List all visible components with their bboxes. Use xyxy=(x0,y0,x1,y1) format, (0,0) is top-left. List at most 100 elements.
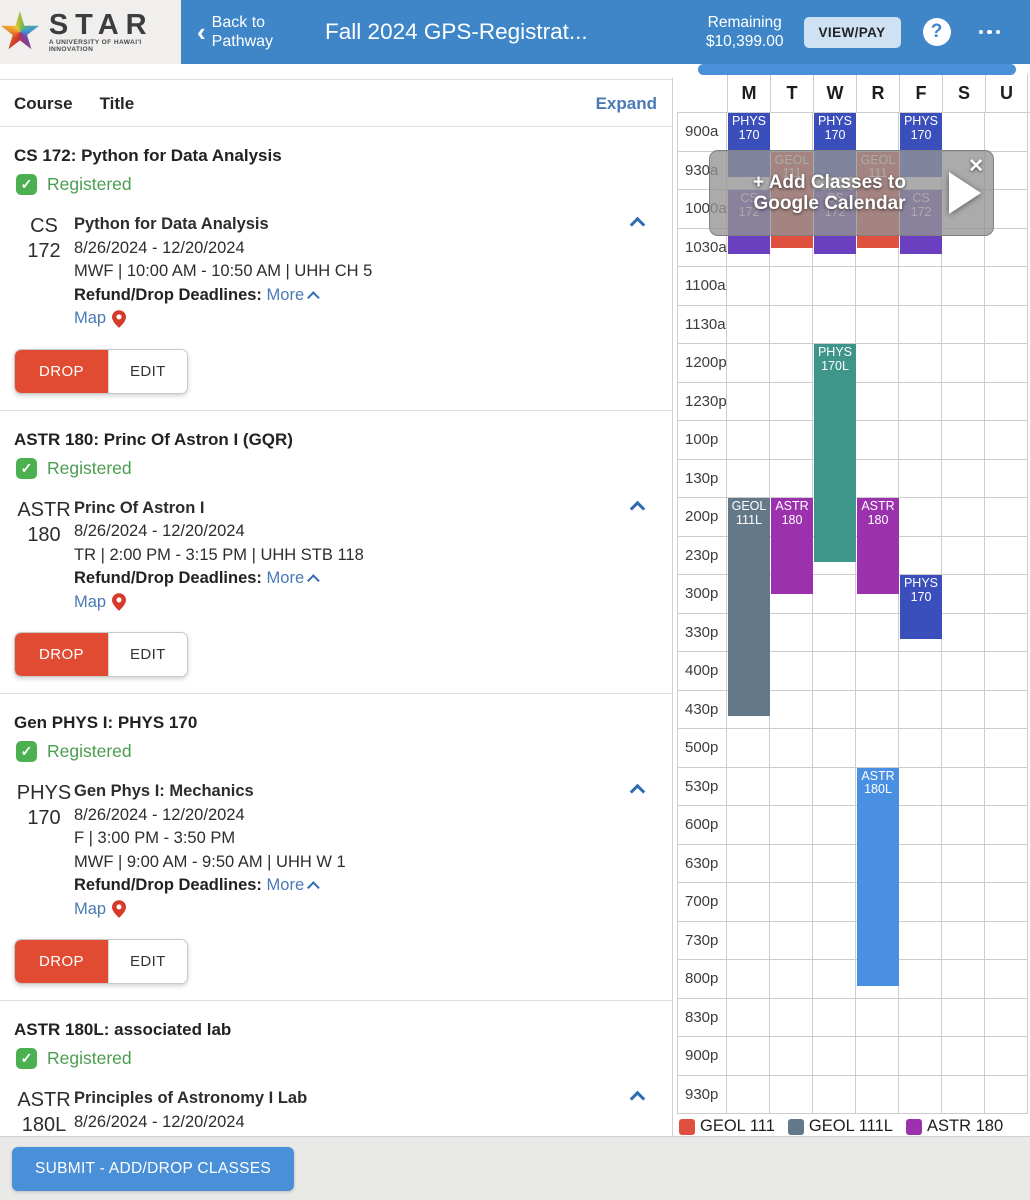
panel-top-divider xyxy=(0,79,673,80)
calendar-cell xyxy=(942,960,985,999)
more-link[interactable]: More xyxy=(266,569,305,587)
gcal-overlay-line2: Google Calendar xyxy=(753,193,906,214)
gcal-overlay-line1: + Add Classes to xyxy=(753,172,906,193)
time-label: 900a xyxy=(677,113,727,152)
more-options-icon[interactable] xyxy=(978,29,1000,35)
class-block-astr-180l[interactable]: ASTR 180L xyxy=(857,767,899,986)
map-link[interactable]: Map xyxy=(74,898,615,922)
calendar-cell xyxy=(942,883,985,922)
calendar-row: 800p xyxy=(677,960,1030,999)
calendar-cell xyxy=(899,382,942,421)
back-to-pathway-link[interactable]: ‹ Back to Pathway xyxy=(197,13,273,51)
calendar-cell xyxy=(942,998,985,1037)
course-meeting: MWF | 10:00 AM - 10:50 AM | UHH CH 5 xyxy=(74,262,373,280)
calendar-cell xyxy=(727,806,770,845)
edit-button[interactable]: EDIT xyxy=(107,349,187,393)
edit-button[interactable]: EDIT xyxy=(107,633,187,676)
block-course: ASTR xyxy=(775,499,809,513)
time-label: 1130a xyxy=(677,305,727,344)
play-icon[interactable] xyxy=(949,172,981,214)
time-label: 100p xyxy=(677,421,727,460)
day-header-S: S xyxy=(942,74,985,112)
help-icon[interactable]: ? xyxy=(922,18,951,46)
registered-label: Registered xyxy=(47,741,132,761)
calendar-cell xyxy=(770,652,813,691)
calendar-cell xyxy=(770,806,813,845)
more-link[interactable]: More xyxy=(266,285,305,304)
map-pin-icon xyxy=(112,593,127,611)
class-block-phys-170l[interactable]: PHYS 170L xyxy=(814,344,856,563)
calendar-cell xyxy=(985,267,1028,306)
drop-button[interactable]: DROP xyxy=(15,349,108,393)
course-actions: DROP EDIT xyxy=(14,939,659,984)
calendar-cell xyxy=(813,883,856,922)
calendar-row: 600p xyxy=(677,806,1030,845)
edit-button[interactable]: EDIT xyxy=(107,940,187,983)
calendar-cell xyxy=(770,228,813,267)
calendar-cell xyxy=(727,998,770,1037)
course-code: PHYS 170 xyxy=(14,780,74,921)
block-course: ASTR xyxy=(861,499,895,513)
drop-button[interactable]: DROP xyxy=(15,633,108,676)
calendar-cell xyxy=(985,998,1028,1037)
map-pin-icon xyxy=(112,900,127,918)
calendar-row: 700p xyxy=(677,883,1030,922)
calendar-cell xyxy=(856,305,899,344)
calendar-row: 400p xyxy=(677,652,1030,691)
more-link[interactable]: More xyxy=(266,876,305,894)
calendar-cell xyxy=(985,729,1028,768)
calendar-cell xyxy=(942,806,985,845)
collapse-chevron-icon[interactable] xyxy=(615,780,659,921)
collapse-chevron-icon[interactable] xyxy=(615,213,659,331)
calendar-cell xyxy=(770,1075,813,1114)
calendar-cell xyxy=(942,921,985,960)
submit-add-drop-button[interactable]: SUBMIT - ADD/DROP CLASSES xyxy=(12,1147,294,1191)
calendar-cell xyxy=(770,421,813,460)
star-logo[interactable]: STAR A UNIVERSITY OF HAWAI'I INNOVATION xyxy=(0,0,181,64)
drop-edit-group: DROP EDIT xyxy=(14,632,188,677)
time-label: 430p xyxy=(677,690,727,729)
class-block-geol-111l[interactable]: GEOL 111L xyxy=(728,498,770,717)
class-block-phys-170[interactable]: PHYS 170 xyxy=(900,575,942,640)
time-label: 630p xyxy=(677,844,727,883)
google-calendar-overlay[interactable]: + Add Classes to Google Calendar ✕ xyxy=(709,150,994,236)
registered-badge: ✓ Registered xyxy=(16,457,659,479)
drop-button[interactable]: DROP xyxy=(15,940,108,983)
course-code: ASTR 180 xyxy=(14,497,74,615)
collapse-chevron-icon[interactable] xyxy=(615,497,659,615)
calendar-row: 1100a xyxy=(677,267,1030,306)
calendar-cell xyxy=(899,344,942,383)
course-meeting: MWF | 9:00 AM - 9:50 AM | UHH W 1 xyxy=(74,852,346,871)
time-label: 900p xyxy=(677,1037,727,1076)
time-label: 1200p xyxy=(677,344,727,383)
chevron-up-icon[interactable] xyxy=(307,574,320,587)
calendar-cell xyxy=(985,652,1028,691)
class-block-astr-180[interactable]: ASTR 180 xyxy=(857,498,899,595)
chevron-up-icon[interactable] xyxy=(307,881,320,894)
calendar-cell xyxy=(899,729,942,768)
calendar-cell xyxy=(770,729,813,768)
calendar-cell xyxy=(985,151,1028,190)
map-link[interactable]: Map xyxy=(74,307,615,331)
calendar-row: 830p xyxy=(677,998,1030,1037)
course-header: Gen PHYS I: PHYS 170 xyxy=(14,713,198,732)
calendar-cell xyxy=(942,767,985,806)
calendar-cell xyxy=(985,305,1028,344)
logo-brand: STAR xyxy=(48,9,154,41)
view-pay-button[interactable]: VIEW/PAY xyxy=(803,16,901,48)
class-block-astr-180[interactable]: ASTR 180 xyxy=(771,498,813,595)
map-link[interactable]: Map xyxy=(74,591,615,615)
calendar-cell xyxy=(856,382,899,421)
calendar-cell xyxy=(727,767,770,806)
expand-link[interactable]: Expand xyxy=(595,94,657,113)
calendar-cell xyxy=(770,883,813,922)
calendar-cell xyxy=(856,344,899,383)
calendar-cell xyxy=(856,1075,899,1114)
map-label: Map xyxy=(74,592,107,611)
chevron-up-icon[interactable] xyxy=(307,290,320,304)
close-icon[interactable]: ✕ xyxy=(968,156,984,177)
course-details: Python for Data Analysis 8/26/2024 - 12/2… xyxy=(74,213,615,331)
calendar-cell xyxy=(856,1037,899,1076)
